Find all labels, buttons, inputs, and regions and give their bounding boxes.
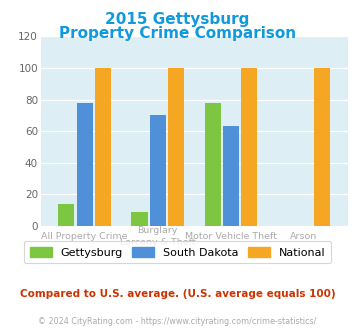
- Text: Arson: Arson: [290, 232, 318, 241]
- Bar: [223, 126, 239, 226]
- Legend: Gettysburg, South Dakota, National: Gettysburg, South Dakota, National: [24, 241, 331, 263]
- Bar: [77, 103, 93, 226]
- Text: Property Crime Comparison: Property Crime Comparison: [59, 26, 296, 41]
- Bar: [150, 115, 166, 226]
- Bar: [314, 68, 331, 226]
- Text: All Property Crime: All Property Crime: [42, 232, 128, 241]
- Text: Larceny & Theft: Larceny & Theft: [120, 238, 196, 247]
- Text: 2015 Gettysburg: 2015 Gettysburg: [105, 12, 250, 26]
- Bar: [168, 68, 184, 226]
- Bar: [95, 68, 111, 226]
- Bar: [241, 68, 257, 226]
- Bar: [131, 212, 148, 226]
- Bar: [204, 103, 221, 226]
- Text: Compared to U.S. average. (U.S. average equals 100): Compared to U.S. average. (U.S. average …: [20, 289, 335, 299]
- Text: Burglary: Burglary: [138, 226, 178, 235]
- Text: Motor Vehicle Theft: Motor Vehicle Theft: [185, 232, 277, 241]
- Text: © 2024 CityRating.com - https://www.cityrating.com/crime-statistics/: © 2024 CityRating.com - https://www.city…: [38, 317, 317, 326]
- Bar: [58, 204, 75, 226]
